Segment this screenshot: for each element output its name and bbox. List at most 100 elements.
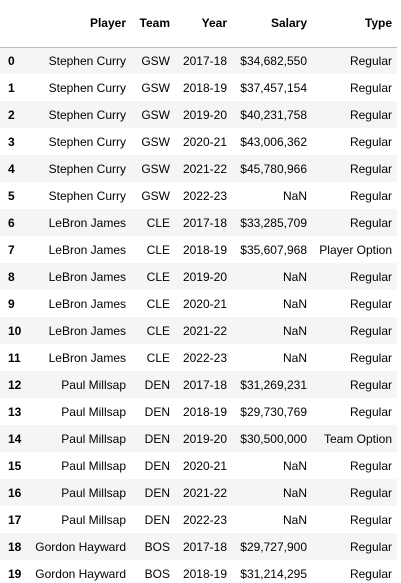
cell-year: 2019-20 <box>182 107 227 122</box>
cell-year: 2019-20 <box>182 269 227 284</box>
row-index: 5 <box>8 188 15 203</box>
table-row: 15 Paul Millsap DEN 2020-21 NaN Regular <box>0 452 397 479</box>
cell-salary: $43,006,362 <box>240 134 307 149</box>
table-row: 0 Stephen Curry GSW 2017-18 $34,682,550 … <box>0 47 397 74</box>
cell-player: Paul Millsap <box>61 431 126 446</box>
cell-player: Stephen Curry <box>48 107 126 122</box>
cell-player: LeBron James <box>48 215 126 230</box>
table-row: 2 Stephen Curry GSW 2019-20 $40,231,758 … <box>0 101 397 128</box>
cell-type: Regular <box>349 512 392 527</box>
table-row: 3 Stephen Curry GSW 2020-21 $43,006,362 … <box>0 128 397 155</box>
cell-salary: $33,285,709 <box>240 215 307 230</box>
cell-year: 2022-23 <box>182 350 227 365</box>
cell-type: Player Option <box>319 242 392 257</box>
cell-year: 2018-19 <box>182 404 227 419</box>
cell-salary: $37,457,154 <box>240 80 307 95</box>
cell-player: LeBron James <box>48 350 126 365</box>
cell-year: 2020-21 <box>182 296 227 311</box>
row-index: 18 <box>8 539 22 554</box>
cell-player: Gordon Hayward <box>35 566 126 581</box>
cell-year: 2018-19 <box>182 80 227 95</box>
cell-year: 2021-22 <box>182 161 227 176</box>
cell-salary: $29,730,769 <box>240 404 307 419</box>
header-year: Year <box>175 0 232 48</box>
cell-type: Regular <box>349 404 392 419</box>
cell-year: 2019-20 <box>182 431 227 446</box>
cell-team: BOS <box>144 539 170 554</box>
cell-team: CLE <box>146 215 170 230</box>
row-index: 2 <box>8 107 15 122</box>
cell-player: Paul Millsap <box>61 512 126 527</box>
cell-type: Regular <box>349 215 392 230</box>
cell-team: DEN <box>144 431 170 446</box>
row-index: 10 <box>8 323 22 338</box>
cell-team: CLE <box>146 242 170 257</box>
cell-type: Regular <box>349 269 392 284</box>
table-row: 8 LeBron James CLE 2019-20 NaN Regular <box>0 263 397 290</box>
cell-type: Regular <box>349 134 392 149</box>
cell-type: Regular <box>349 539 392 554</box>
cell-type: Regular <box>349 323 392 338</box>
cell-team: GSW <box>141 53 170 68</box>
cell-player: Paul Millsap <box>61 458 126 473</box>
cell-player: LeBron James <box>48 269 126 284</box>
header-salary: Salary <box>232 0 312 48</box>
table-row: 6 LeBron James CLE 2017-18 $33,285,709 R… <box>0 209 397 236</box>
header-row: Player Team Year Salary Type <box>0 0 397 48</box>
cell-salary: $30,500,000 <box>240 431 307 446</box>
row-index: 17 <box>8 512 22 527</box>
cell-year: 2017-18 <box>182 53 227 68</box>
table-row: 14 Paul Millsap DEN 2019-20 $30,500,000 … <box>0 425 397 452</box>
cell-type: Regular <box>349 188 392 203</box>
cell-player: Stephen Curry <box>48 53 126 68</box>
cell-salary: $29,727,900 <box>240 539 307 554</box>
row-index: 13 <box>8 404 22 419</box>
cell-salary: $40,231,758 <box>240 107 307 122</box>
cell-team: DEN <box>144 458 170 473</box>
row-index: 4 <box>8 161 15 176</box>
table-row: 10 LeBron James CLE 2021-22 NaN Regular <box>0 317 397 344</box>
cell-salary: $31,214,295 <box>240 566 307 581</box>
cell-salary: NaN <box>282 458 307 473</box>
cell-salary: $35,607,968 <box>240 242 307 257</box>
cell-salary: NaN <box>282 296 307 311</box>
row-index: 19 <box>8 566 22 581</box>
table-body: 0 Stephen Curry GSW 2017-18 $34,682,550 … <box>0 47 397 583</box>
cell-team: DEN <box>144 404 170 419</box>
header-player: Player <box>30 0 131 48</box>
cell-player: Stephen Curry <box>48 134 126 149</box>
cell-year: 2017-18 <box>182 215 227 230</box>
cell-player: LeBron James <box>48 242 126 257</box>
cell-team: GSW <box>141 161 170 176</box>
cell-player: LeBron James <box>48 323 126 338</box>
row-index: 1 <box>8 80 15 95</box>
cell-type: Regular <box>349 566 392 581</box>
table-row: 19 Gordon Hayward BOS 2018-19 $31,214,29… <box>0 560 397 583</box>
cell-team: GSW <box>141 188 170 203</box>
row-index: 11 <box>8 350 21 365</box>
row-index: 14 <box>8 431 22 446</box>
row-index: 3 <box>8 134 15 149</box>
row-index: 9 <box>8 296 15 311</box>
cell-year: 2022-23 <box>182 188 227 203</box>
cell-salary: NaN <box>282 350 307 365</box>
cell-year: 2018-19 <box>182 242 227 257</box>
row-index: 7 <box>8 242 15 257</box>
cell-year: 2021-22 <box>182 323 227 338</box>
cell-year: 2021-22 <box>182 485 227 500</box>
header-type: Type <box>312 0 397 48</box>
row-index: 15 <box>8 458 22 473</box>
table-row: 7 LeBron James CLE 2018-19 $35,607,968 P… <box>0 236 397 263</box>
cell-salary: $45,780,966 <box>240 161 307 176</box>
cell-team: CLE <box>146 350 170 365</box>
table-row: 17 Paul Millsap DEN 2022-23 NaN Regular <box>0 506 397 533</box>
cell-player: LeBron James <box>48 296 126 311</box>
cell-player: Paul Millsap <box>61 485 126 500</box>
cell-type: Team Option <box>323 431 392 446</box>
table-row: 5 Stephen Curry GSW 2022-23 NaN Regular <box>0 182 397 209</box>
cell-year: 2018-19 <box>182 566 227 581</box>
cell-type: Regular <box>349 296 392 311</box>
table-row: 13 Paul Millsap DEN 2018-19 $29,730,769 … <box>0 398 397 425</box>
